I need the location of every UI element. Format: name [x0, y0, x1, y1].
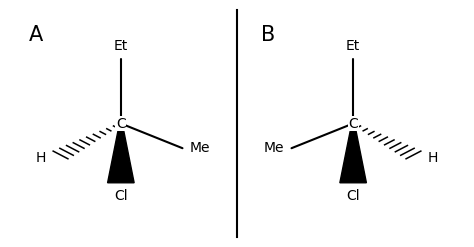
Text: H: H [36, 151, 46, 165]
Text: Me: Me [264, 141, 284, 155]
Text: H: H [428, 151, 438, 165]
Text: Cl: Cl [346, 189, 360, 203]
Text: B: B [261, 25, 275, 45]
Text: Et: Et [114, 39, 128, 53]
Text: Me: Me [190, 141, 210, 155]
Text: Et: Et [346, 39, 360, 53]
Text: C: C [116, 117, 126, 130]
Text: Cl: Cl [114, 189, 128, 203]
Text: A: A [28, 25, 43, 45]
Polygon shape [340, 124, 366, 183]
Polygon shape [108, 124, 134, 183]
Text: C: C [348, 117, 358, 130]
